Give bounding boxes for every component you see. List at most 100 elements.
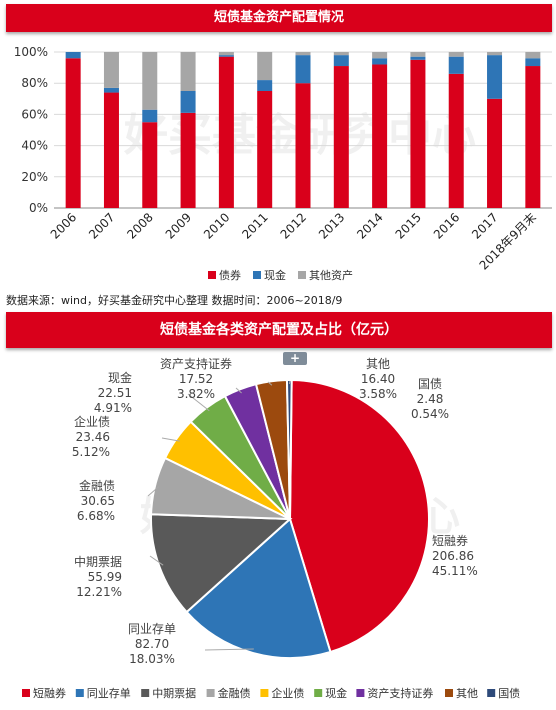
pie-slice <box>185 517 332 659</box>
legend-label: 其他 <box>456 687 478 700</box>
pie-label: 82.70 <box>135 637 169 651</box>
x-tick-label: 2009 <box>163 210 194 241</box>
bar-segment <box>218 52 234 56</box>
data-source-note: 数据来源：wind，好买基金研究中心整理 数据时间：2006~2018/9 <box>6 294 343 307</box>
bar-segment <box>257 52 273 81</box>
pie-label: 企业债 <box>74 414 110 429</box>
legend-swatch <box>487 689 496 697</box>
legend-swatch <box>298 271 306 279</box>
pie-label: 206.86 <box>432 549 474 563</box>
x-tick-label: 2017 <box>469 210 500 241</box>
leader-line <box>149 555 164 566</box>
bar-segment <box>295 52 311 56</box>
pie-label: 现金 <box>108 370 132 385</box>
x-tick-label: 2016 <box>431 210 462 241</box>
leader-line <box>267 381 273 386</box>
bar-segment <box>103 52 119 88</box>
pie-slice <box>150 513 293 614</box>
expand-button[interactable]: + <box>283 351 307 365</box>
bar-segment <box>333 52 349 56</box>
bar-segment <box>65 58 81 208</box>
bar-segment <box>487 98 503 208</box>
pie-label: 2.48 <box>417 392 444 406</box>
pie-slice <box>150 456 291 520</box>
bar-segment <box>525 52 541 59</box>
y-tick-label: 100% <box>14 45 48 59</box>
bar-segment <box>257 91 273 208</box>
bar-segment <box>142 52 158 110</box>
pie-label: 16.40 <box>361 372 395 386</box>
pie-label: 中期票据 <box>74 554 122 569</box>
bar-segment <box>487 55 503 99</box>
y-tick-label: 60% <box>21 107 48 121</box>
bar-segment <box>410 59 426 208</box>
legend-swatch <box>75 689 84 697</box>
pie-slice <box>254 379 291 520</box>
bar-segment <box>410 56 426 60</box>
bar-segment <box>142 109 158 123</box>
x-tick-label: 2006 <box>48 210 79 241</box>
pie-label: 国债 <box>418 377 442 391</box>
bar-segment <box>218 56 234 209</box>
bar-segment <box>180 91 196 113</box>
pie-label: 5.12% <box>72 445 110 459</box>
bar-segment <box>103 87 119 93</box>
y-tick-label: 20% <box>21 170 48 184</box>
bar-chart-title: 短债基金资产配置情况 <box>6 4 552 32</box>
bar-segment <box>448 73 464 208</box>
legend-swatch <box>260 689 269 697</box>
x-tick-label: 2014 <box>354 210 385 241</box>
leader-line <box>187 393 210 412</box>
leader-line <box>288 380 291 385</box>
bar-segment <box>218 55 234 57</box>
bar-segment <box>448 52 464 57</box>
bar-segment <box>333 66 349 208</box>
x-tick-label: 2011 <box>239 210 270 241</box>
y-tick-label: 0% <box>29 201 48 215</box>
legend-label: 其他资产 <box>309 268 353 282</box>
bar-x-axis: 2006 2007 2008 2009 2010 2011 2012 2013 2014 2015… <box>48 210 539 272</box>
legend-swatch <box>22 689 30 697</box>
pie-label: 0.54% <box>411 407 449 421</box>
pie-slice <box>288 378 430 654</box>
pie-label: 18.03% <box>129 652 175 666</box>
legend-swatch <box>314 689 323 697</box>
bar-segment <box>295 83 311 208</box>
pie-watermark: 好买基金研究中心 <box>139 494 460 540</box>
bar-y-axis: 0% 20% 40% 60% 80% 100% <box>14 45 48 215</box>
pie-label: 12.21% <box>76 585 122 599</box>
pie-label: 短融券 <box>432 533 468 548</box>
bar-segment <box>448 56 464 74</box>
x-tick-label: 2010 <box>201 210 232 241</box>
pie-label: 金融债 <box>79 478 115 493</box>
pie-legend: 短融券 同业存单 中期票据 金融债 企业债 现金 资产支持证券 其他 国债 <box>22 686 520 700</box>
bar-segment <box>333 55 349 67</box>
pie-label: 6.68% <box>77 509 115 523</box>
y-tick-label: 40% <box>21 139 48 153</box>
pie-slice <box>163 420 291 520</box>
bar-segment <box>410 52 426 57</box>
bar-segment <box>103 92 119 208</box>
pie-slices <box>150 378 430 659</box>
bar-segment <box>142 122 158 208</box>
legend-swatch <box>141 689 150 697</box>
x-tick-label: 2015 <box>393 210 424 241</box>
pie-label: 4.91% <box>94 401 132 415</box>
legend-label: 短融券 <box>33 686 66 700</box>
pie-label: 17.52 <box>179 372 213 386</box>
x-tick-label: 2013 <box>316 210 347 241</box>
bar-legend: 债券 现金 其他资产 <box>208 268 353 282</box>
expand-icon: + <box>290 351 300 365</box>
pie-label: 45.11% <box>432 564 478 578</box>
legend-label: 现金 <box>264 268 286 282</box>
pie-label: 3.58% <box>359 387 397 401</box>
x-tick-label: 2007 <box>86 210 117 241</box>
legend-label: 资产支持证券 <box>367 686 433 700</box>
pie-label: 资产支持证券 <box>160 356 232 371</box>
bar-segment <box>180 52 196 91</box>
bar-segment <box>372 58 388 65</box>
legend-label: 金融债 <box>218 686 251 700</box>
legend-swatch <box>253 271 261 279</box>
pie-leader-lines <box>147 380 291 651</box>
bar-segment <box>372 64 388 208</box>
